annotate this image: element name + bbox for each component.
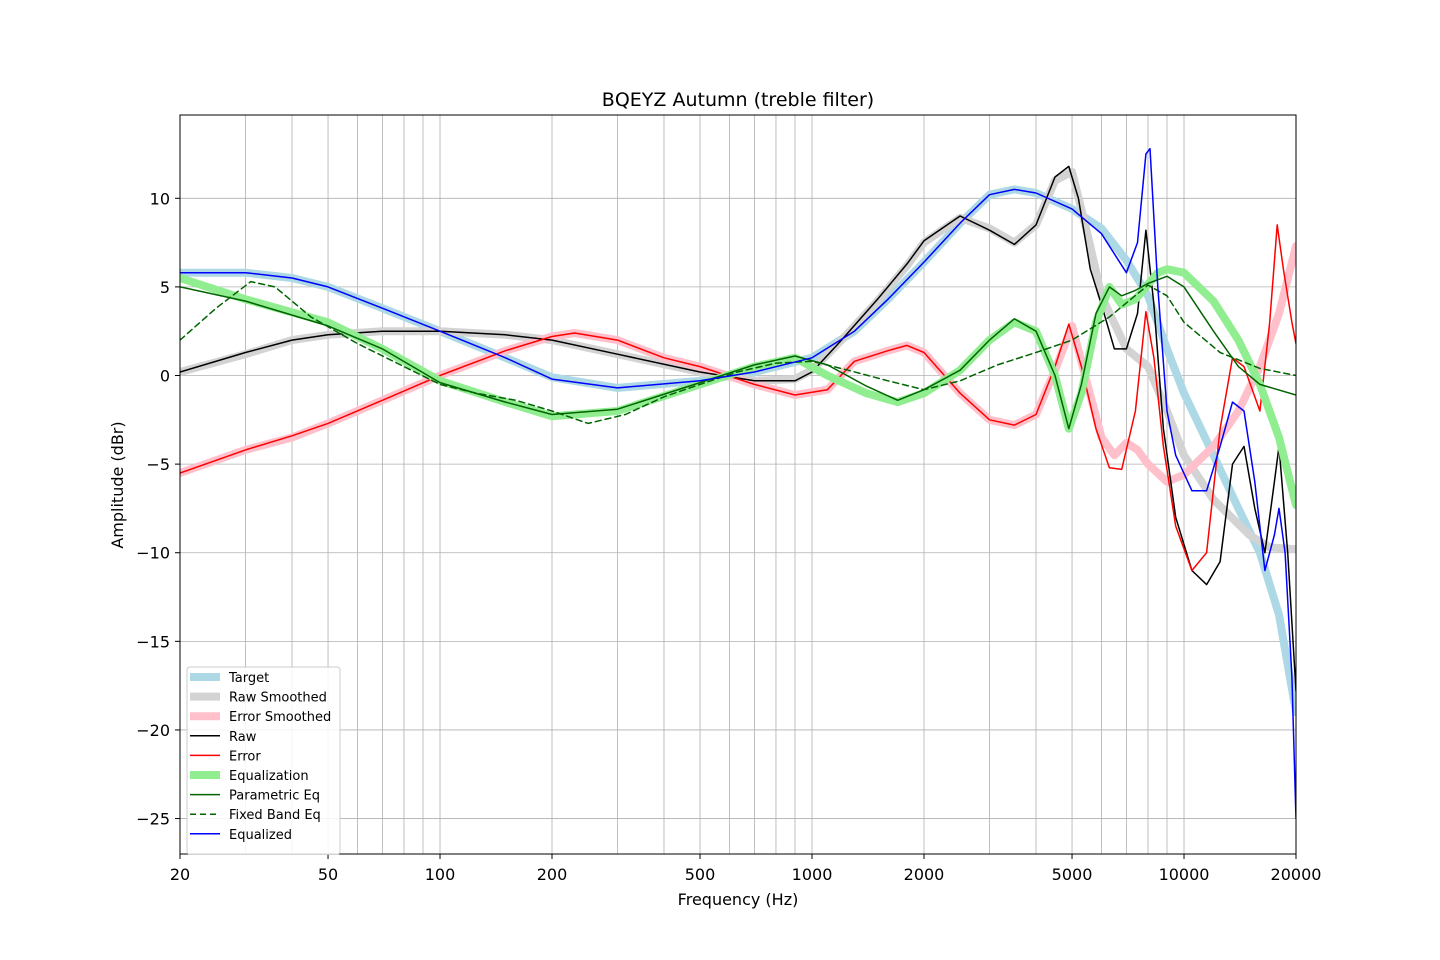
x-tick-label: 20000 xyxy=(1271,865,1322,884)
series-line-parametric-eq xyxy=(180,275,1296,430)
legend-label-fixed-band-eq: Fixed Band Eq xyxy=(229,808,321,823)
series-line-equalization xyxy=(180,265,1296,509)
y-tick-label: 10 xyxy=(150,189,170,208)
x-tick-label: 1000 xyxy=(792,865,833,884)
legend-label-parametric-eq: Parametric Eq xyxy=(229,789,320,804)
y-axis-title: Amplitude (dBr) xyxy=(108,421,127,548)
y-axis-ticks: 10 5 0 −5 −10 −15 −20 −25 xyxy=(136,189,180,829)
legend-label-equalization: Equalization xyxy=(229,769,309,784)
series-line-error xyxy=(180,224,1296,572)
plot-frame xyxy=(179,114,1297,855)
x-tick-label: 100 xyxy=(425,865,456,884)
series-line-fixed-band-eq xyxy=(180,280,1296,425)
x-tick-label: 50 xyxy=(318,865,338,884)
x-axis-title: Frequency (Hz) xyxy=(678,890,799,909)
x-tick-label: 10000 xyxy=(1159,865,1210,884)
x-tick-label: 2000 xyxy=(904,865,945,884)
y-tick-label: −20 xyxy=(136,721,170,740)
series-lines xyxy=(180,147,1296,820)
series-line-equalized xyxy=(180,147,1296,820)
y-tick-label: 5 xyxy=(160,278,170,297)
legend: Target Raw Smoothed Error Smoothed Raw Error… xyxy=(186,666,341,855)
legend-label-error-smoothed: Error Smoothed xyxy=(229,710,331,725)
y-tick-label: −25 xyxy=(136,810,170,829)
x-tick-label: 200 xyxy=(537,865,568,884)
y-tick-label: −15 xyxy=(136,632,170,651)
legend-label-error: Error xyxy=(229,749,261,764)
chart-title: BQEYZ Autumn (treble filter) xyxy=(602,89,874,111)
y-tick-label: 0 xyxy=(160,367,170,386)
y-tick-label: −5 xyxy=(146,455,170,474)
legend-label-target: Target xyxy=(228,671,269,686)
legend-label-equalized: Equalized xyxy=(229,828,292,843)
x-tick-label: 20 xyxy=(170,865,190,884)
x-axis-ticks: 20 50 100 200 500 1000 2000 5000 10000 20000 xyxy=(170,854,1322,884)
series-line-raw xyxy=(180,165,1296,692)
x-tick-label: 5000 xyxy=(1052,865,1093,884)
grid-lines xyxy=(179,115,1297,854)
legend-box xyxy=(186,666,341,855)
legend-label-raw-smoothed: Raw Smoothed xyxy=(229,691,327,706)
legend-label-raw: Raw xyxy=(229,730,257,745)
x-tick-label: 500 xyxy=(685,865,716,884)
y-tick-label: −10 xyxy=(136,544,170,563)
